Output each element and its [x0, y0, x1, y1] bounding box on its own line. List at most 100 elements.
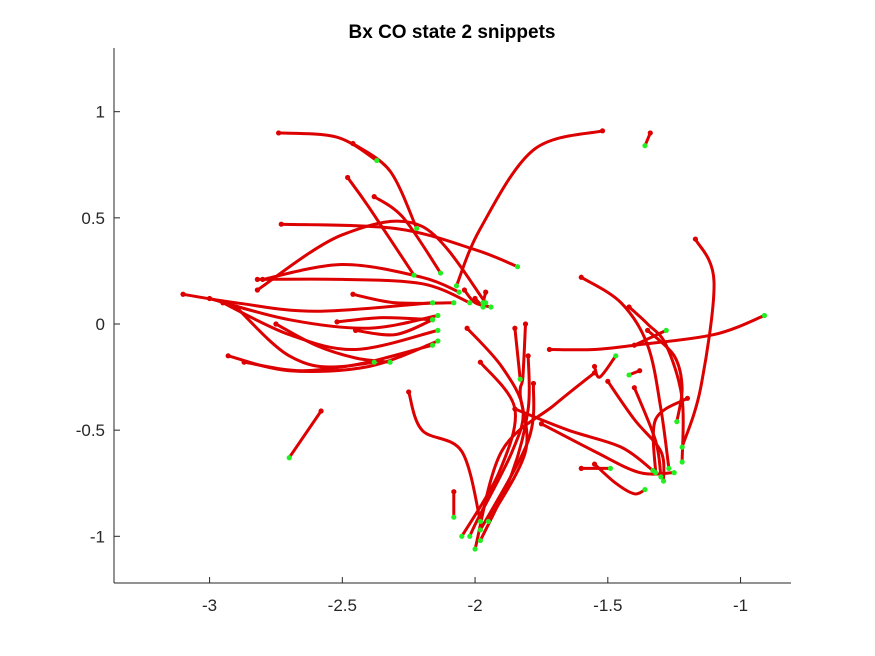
trajectory-markers	[180, 128, 768, 552]
start-marker	[334, 319, 340, 325]
trajectory-line	[221, 301, 440, 352]
start-marker	[451, 489, 457, 495]
start-marker	[180, 291, 186, 297]
start-marker	[461, 287, 468, 293]
start-marker	[254, 287, 260, 293]
trajectory-line	[513, 326, 522, 381]
trajectory-line	[277, 131, 379, 162]
trajectory-line	[354, 318, 435, 337]
end-marker	[477, 537, 483, 544]
y-tick-label: 0.5	[81, 209, 105, 228]
axes	[113, 48, 791, 584]
start-marker	[605, 378, 611, 384]
trajectory-line	[460, 360, 517, 538]
end-marker	[653, 470, 659, 476]
trajectory-line	[473, 371, 596, 551]
end-marker	[451, 514, 457, 520]
trajectory-line	[351, 142, 419, 230]
end-marker	[467, 300, 473, 306]
end-marker	[642, 143, 648, 149]
start-marker	[546, 346, 553, 353]
start-marker	[206, 295, 213, 302]
start-marker	[345, 174, 351, 181]
x-tick-label: -2	[468, 596, 483, 615]
trajectory-line	[372, 195, 443, 275]
end-marker	[472, 546, 478, 552]
trajectory-line	[513, 407, 655, 472]
start-marker	[599, 128, 606, 134]
x-tick-label: -1.5	[593, 596, 622, 615]
end-marker	[660, 478, 667, 484]
end-marker	[488, 304, 494, 310]
start-marker	[692, 236, 699, 242]
start-marker	[512, 406, 518, 412]
end-marker	[514, 264, 521, 270]
end-marker	[658, 474, 664, 480]
end-marker	[374, 157, 380, 164]
start-marker	[406, 389, 412, 395]
end-marker	[480, 300, 486, 306]
trajectory-line	[351, 292, 456, 305]
y-tick-label: -0.5	[76, 421, 105, 440]
start-marker	[684, 395, 691, 401]
start-marker	[637, 368, 643, 374]
trajectory-line	[478, 381, 536, 532]
end-marker	[467, 533, 473, 539]
start-marker	[512, 325, 518, 331]
end-marker	[607, 465, 614, 471]
end-marker	[414, 225, 420, 232]
end-marker	[429, 342, 436, 348]
trajectory-line	[632, 386, 663, 479]
end-marker	[437, 270, 444, 276]
y-tick-label: 0	[96, 315, 105, 334]
trajectory-line	[234, 305, 435, 369]
end-marker	[456, 289, 462, 295]
trajectory-line	[407, 390, 482, 523]
start-marker	[530, 380, 537, 387]
end-marker	[435, 338, 441, 344]
end-marker	[477, 527, 483, 533]
trajectory-line	[579, 275, 671, 470]
end-marker	[435, 312, 441, 319]
trajectory-line	[279, 222, 519, 269]
start-marker	[647, 130, 653, 136]
end-marker	[671, 470, 677, 476]
start-marker	[350, 291, 356, 297]
end-marker	[761, 312, 768, 319]
start-marker	[631, 342, 637, 348]
end-marker	[477, 518, 483, 525]
end-marker	[371, 359, 377, 365]
trajectory-line	[255, 219, 488, 305]
end-marker	[286, 455, 292, 461]
start-marker	[591, 363, 598, 370]
end-marker	[485, 518, 491, 525]
x-tick-label: -1	[733, 596, 748, 615]
end-marker	[679, 459, 685, 465]
end-marker	[459, 533, 465, 539]
end-marker	[429, 317, 436, 323]
trajectory-line	[486, 322, 529, 523]
trajectory-line	[455, 129, 604, 288]
start-marker	[472, 295, 478, 302]
end-marker	[626, 372, 632, 378]
trajectory-line	[242, 360, 376, 373]
start-marker	[578, 274, 584, 280]
end-marker	[679, 444, 685, 450]
trajectory-line	[261, 262, 461, 294]
start-marker	[233, 304, 239, 310]
chart-title: Bx CO state 2 snippets	[349, 22, 556, 43]
start-marker	[631, 385, 637, 391]
start-marker	[522, 321, 529, 327]
y-tick-label: -1	[90, 527, 105, 546]
trajectory-line	[208, 297, 440, 330]
start-marker	[645, 327, 651, 333]
trajectory-lines	[181, 129, 766, 551]
trajectory-line	[462, 288, 493, 309]
start-marker	[591, 461, 598, 467]
trajectory-line	[651, 396, 689, 475]
x-ticks: -3 -2.5 -2 -1.5 -1	[202, 577, 748, 615]
start-marker	[477, 359, 483, 365]
start-marker	[350, 140, 356, 147]
start-marker	[260, 276, 266, 283]
